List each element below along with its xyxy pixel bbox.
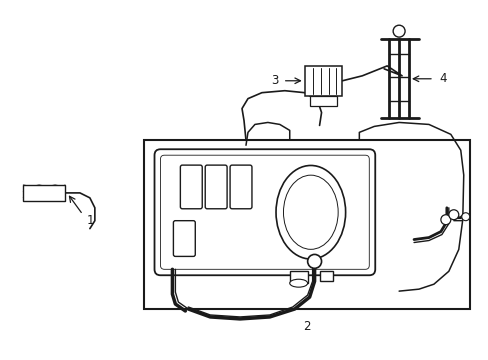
Bar: [23, 185, 65, 201]
Ellipse shape: [289, 279, 307, 287]
Circle shape: [307, 255, 321, 268]
FancyBboxPatch shape: [154, 149, 374, 275]
Circle shape: [461, 213, 469, 221]
Text: 4: 4: [438, 72, 446, 85]
Text: 2: 2: [302, 320, 310, 333]
FancyBboxPatch shape: [205, 165, 226, 209]
Bar: [143, 140, 469, 309]
Bar: [309, 96, 337, 105]
FancyBboxPatch shape: [180, 165, 202, 209]
Circle shape: [448, 210, 458, 220]
Text: 3: 3: [271, 74, 278, 87]
Circle shape: [392, 25, 404, 37]
Ellipse shape: [283, 175, 338, 249]
Text: 1: 1: [87, 214, 94, 227]
FancyBboxPatch shape: [173, 221, 195, 256]
Bar: [304, 66, 342, 96]
Bar: [319, 271, 333, 281]
FancyBboxPatch shape: [230, 165, 251, 209]
Circle shape: [440, 215, 450, 225]
Ellipse shape: [275, 166, 345, 259]
Bar: [289, 271, 307, 283]
